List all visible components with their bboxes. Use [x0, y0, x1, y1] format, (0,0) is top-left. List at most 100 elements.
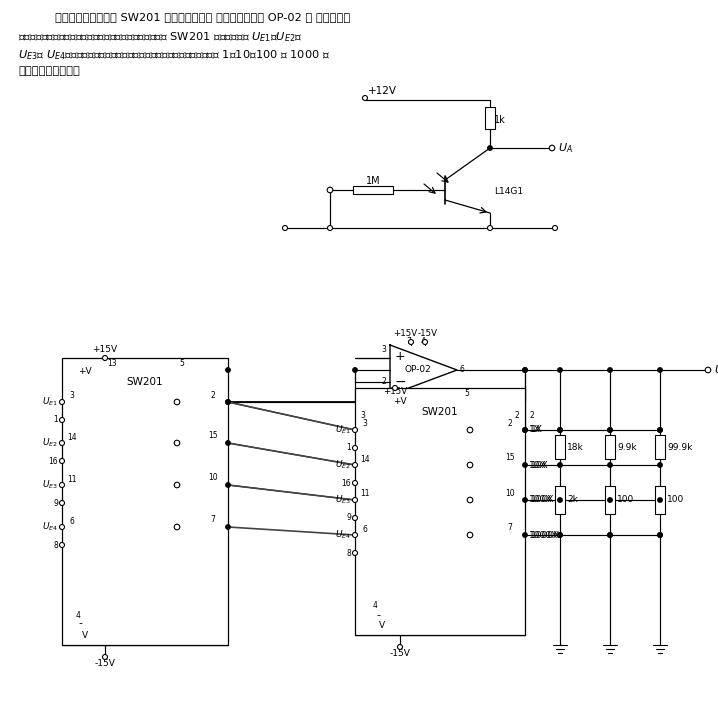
- Text: $U_{E3}$: $U_{E3}$: [42, 479, 58, 491]
- Circle shape: [103, 356, 108, 360]
- Text: 1M: 1M: [365, 176, 381, 186]
- Bar: [555, 435, 565, 459]
- Text: $U_{E1}$: $U_{E1}$: [42, 396, 58, 408]
- Text: $U_{E3}$: $U_{E3}$: [335, 494, 351, 506]
- Text: V: V: [379, 620, 385, 629]
- Text: SW201: SW201: [126, 377, 163, 387]
- Circle shape: [658, 498, 662, 502]
- Circle shape: [398, 644, 403, 650]
- Text: 6: 6: [363, 524, 368, 534]
- Text: 18k: 18k: [567, 443, 584, 451]
- Text: 1000X: 1000X: [529, 531, 558, 539]
- Circle shape: [60, 417, 65, 422]
- Text: 11: 11: [360, 489, 370, 498]
- Text: $U_A$: $U_A$: [558, 141, 573, 155]
- Text: 2: 2: [210, 391, 215, 399]
- Bar: [655, 435, 665, 459]
- Text: 10X: 10X: [531, 460, 549, 470]
- Circle shape: [523, 428, 527, 432]
- Text: 2: 2: [381, 377, 386, 386]
- Text: 6: 6: [459, 365, 464, 375]
- Text: 8: 8: [53, 541, 58, 550]
- Circle shape: [393, 386, 398, 391]
- Circle shape: [488, 225, 493, 230]
- Text: -: -: [78, 618, 82, 628]
- Circle shape: [558, 463, 562, 467]
- Text: 5: 5: [180, 358, 185, 367]
- Text: 3: 3: [70, 391, 75, 401]
- Text: +12V: +12V: [368, 86, 397, 96]
- Text: 99.9k: 99.9k: [667, 443, 692, 451]
- Text: 7: 7: [210, 515, 215, 524]
- Bar: [353, 186, 393, 194]
- Circle shape: [658, 367, 662, 372]
- Text: $U_{E4}$: $U_{E4}$: [335, 529, 351, 541]
- Text: $U_{E2}$: $U_{E2}$: [42, 436, 58, 449]
- Circle shape: [658, 428, 662, 432]
- Bar: [62, 358, 228, 645]
- Text: 9: 9: [346, 513, 351, 522]
- Text: -15V: -15V: [390, 648, 411, 658]
- Circle shape: [523, 367, 527, 372]
- Circle shape: [658, 463, 662, 467]
- Text: 10X: 10X: [529, 460, 546, 470]
- Circle shape: [549, 145, 555, 151]
- Text: 4: 4: [75, 610, 80, 620]
- Bar: [355, 388, 525, 635]
- Circle shape: [558, 428, 562, 432]
- Circle shape: [467, 463, 472, 467]
- Text: $U_{E3}$和 $U_{E4}$的不同，使得运算放大器反馈电阔阻值不同，从而可分别获得 1、10、100 和 1000 放: $U_{E3}$和 $U_{E4}$的不同，使得运算放大器反馈电阔阻值不同，从而…: [18, 48, 330, 62]
- Circle shape: [523, 533, 527, 537]
- Text: $U_{E4}$: $U_{E4}$: [42, 521, 58, 533]
- Text: −: −: [395, 375, 406, 389]
- Text: 100X: 100X: [531, 496, 554, 505]
- Text: 6: 6: [70, 517, 75, 525]
- Circle shape: [225, 400, 230, 404]
- Circle shape: [353, 446, 358, 451]
- Text: $U_A$: $U_A$: [714, 363, 718, 377]
- Circle shape: [608, 498, 612, 502]
- Text: 100X: 100X: [529, 496, 552, 505]
- Text: -15V: -15V: [95, 658, 116, 667]
- Text: 10: 10: [505, 489, 515, 498]
- Circle shape: [467, 497, 472, 503]
- Circle shape: [353, 463, 358, 467]
- Text: 14: 14: [67, 432, 77, 441]
- Text: 大系数的电路结构。: 大系数的电路结构。: [18, 66, 80, 76]
- Circle shape: [353, 515, 358, 520]
- Circle shape: [60, 482, 65, 487]
- Circle shape: [363, 96, 368, 101]
- Text: 15: 15: [505, 453, 515, 463]
- Text: 7: 7: [406, 337, 411, 346]
- Bar: [555, 486, 565, 514]
- Text: 1: 1: [346, 444, 351, 453]
- Circle shape: [467, 532, 472, 538]
- Circle shape: [225, 367, 230, 372]
- Text: +V: +V: [78, 367, 92, 377]
- Circle shape: [174, 482, 180, 488]
- Circle shape: [608, 463, 612, 467]
- Circle shape: [409, 339, 414, 344]
- Text: +15V: +15V: [383, 386, 407, 396]
- Circle shape: [282, 225, 287, 230]
- Bar: [655, 486, 665, 514]
- Circle shape: [608, 533, 612, 537]
- Circle shape: [523, 498, 527, 502]
- Text: 7: 7: [508, 524, 513, 532]
- Circle shape: [422, 339, 427, 344]
- Text: 2: 2: [515, 410, 519, 420]
- Circle shape: [225, 441, 230, 445]
- Circle shape: [60, 543, 65, 548]
- Circle shape: [658, 533, 662, 537]
- Text: 15: 15: [208, 432, 218, 441]
- Text: 13: 13: [107, 358, 116, 367]
- Text: 11: 11: [67, 474, 77, 484]
- Text: 10: 10: [208, 474, 218, 482]
- Circle shape: [658, 533, 662, 537]
- Circle shape: [60, 458, 65, 463]
- Text: 9.9k: 9.9k: [617, 443, 637, 451]
- Circle shape: [225, 400, 230, 404]
- Circle shape: [174, 440, 180, 446]
- Text: $U_{E2}$: $U_{E2}$: [335, 459, 351, 471]
- Text: 4: 4: [421, 337, 426, 346]
